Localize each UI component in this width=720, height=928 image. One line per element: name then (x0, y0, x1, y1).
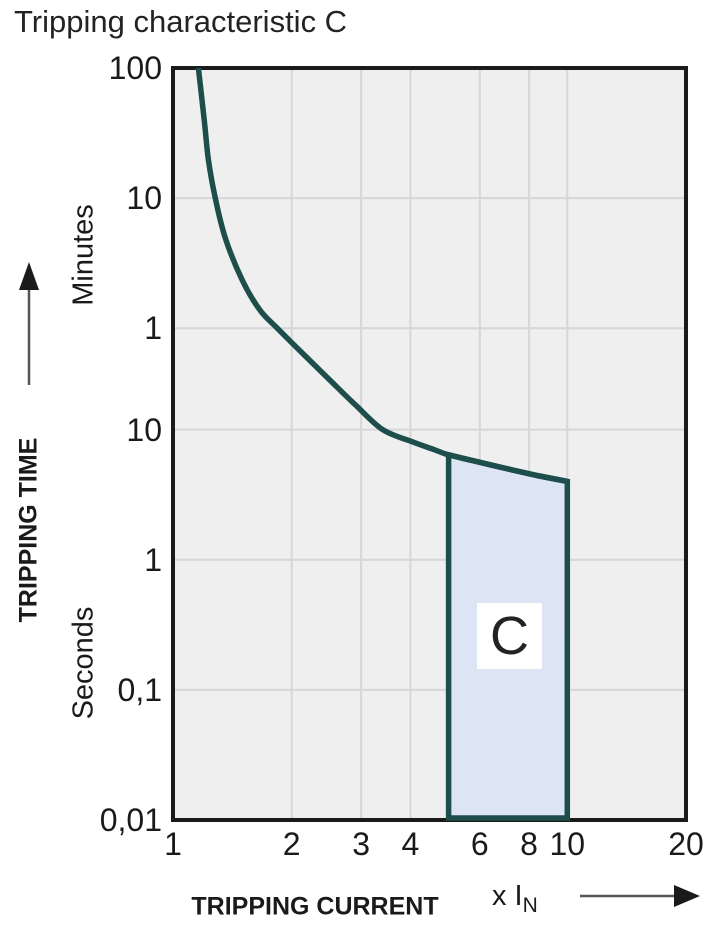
x-tick-label: 8 (520, 826, 538, 862)
x-axis-multiplier: x IN (492, 880, 538, 918)
region-label-text: C (490, 606, 529, 666)
x-axis-multiplier-prefix: x I (492, 880, 523, 912)
tripping-curve (195, 67, 568, 485)
x-axis-arrow-icon (580, 885, 700, 907)
y-tick-label: 1 (144, 310, 162, 347)
x-tick-label: 10 (549, 826, 586, 862)
plot-border (171, 66, 688, 822)
y-axis-title: TRIPPING TIME (14, 437, 43, 623)
y-axis-unit-seconds: Seconds (67, 606, 100, 720)
x-axis-multiplier-subscript: N (522, 893, 538, 917)
x-tick-label: 6 (470, 826, 489, 862)
x-tick-label: 2 (282, 826, 301, 862)
y-tick-label: 1 (144, 541, 162, 578)
x-tick-label: 4 (401, 826, 420, 862)
y-axis-unit-minutes: Minutes (67, 204, 100, 306)
chart-layer (171, 66, 688, 822)
x-axis-title: TRIPPING CURRENT (191, 892, 439, 921)
x-tick-label: 3 (352, 826, 371, 862)
y-tick-label: 0,1 (117, 671, 162, 708)
y-tick-label: 100 (108, 50, 162, 86)
x-tick-label: 20 (668, 826, 704, 862)
y-tick-label: 10 (126, 180, 162, 217)
plot-background (173, 68, 686, 820)
y-tick-label: 10 (126, 411, 162, 448)
y-tick-label: 0,01 (99, 802, 162, 838)
y-axis-arrow-icon (19, 262, 39, 385)
chart-title: Tripping characteristic C (14, 4, 348, 39)
region-label-box: C (477, 603, 542, 669)
x-tick-label: 1 (164, 826, 182, 862)
